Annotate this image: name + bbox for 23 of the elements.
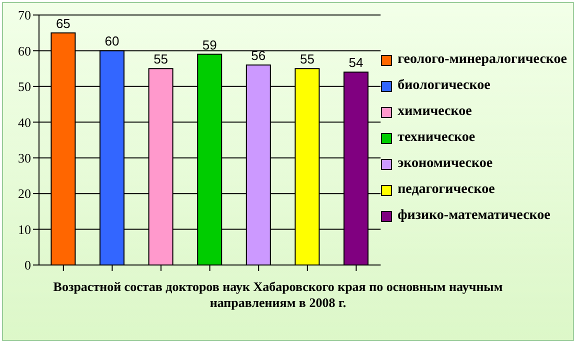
y-tick-label: 50 — [18, 79, 31, 94]
legend-label: химическое — [398, 104, 472, 120]
y-tick-label: 70 — [18, 8, 31, 23]
legend-label: геолого-минералогическое — [398, 52, 567, 68]
y-tick-label: 40 — [18, 114, 31, 130]
data-label: 55 — [154, 52, 168, 67]
data-label: 56 — [251, 48, 266, 63]
data-label: 55 — [300, 52, 314, 67]
data-label: 59 — [202, 37, 217, 52]
text: Возрастной состав докторов наук Хабаровского края по основным научным направлениям в 2008 г. — [52, 278, 504, 311]
data-label: 54 — [348, 55, 364, 70]
data-label: 65 — [56, 16, 70, 31]
y-tick-label: 60 — [18, 43, 31, 58]
y-tick-label: 0 — [24, 258, 31, 273]
data-label: 60 — [104, 34, 120, 49]
y-tick-label: 20 — [18, 186, 31, 202]
legend-label: физико-математическое — [398, 208, 550, 224]
legend-label: экономическое — [398, 156, 493, 172]
legend-label: педагогическое — [398, 182, 495, 198]
legend-label: техническое — [398, 130, 476, 146]
legend-label: биологическое — [398, 78, 490, 94]
y-tick-label: 30 — [18, 150, 31, 166]
y-tick-label: 10 — [18, 222, 31, 237]
